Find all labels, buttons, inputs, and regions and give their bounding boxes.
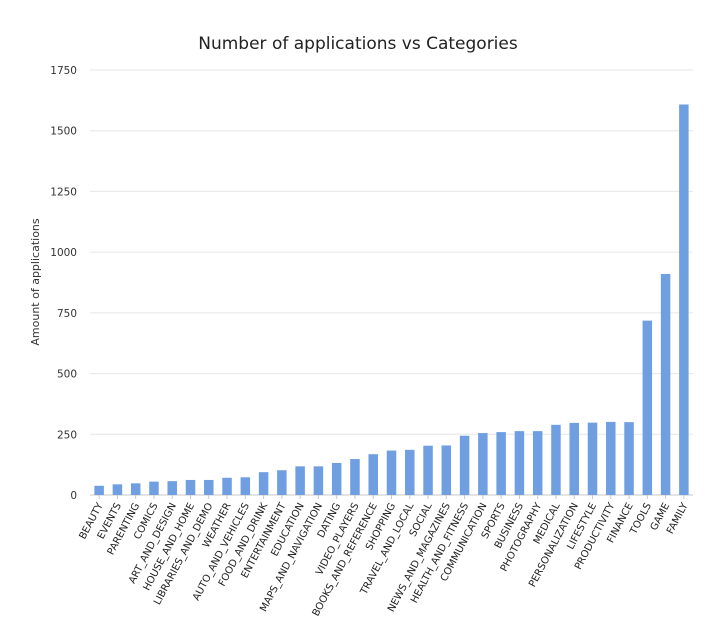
bar (167, 481, 177, 495)
bar (295, 466, 305, 495)
y-tick-label: 1000 (50, 247, 77, 259)
bar (386, 450, 397, 495)
bar (313, 466, 324, 495)
grid-lines (90, 69, 693, 496)
bar (551, 424, 561, 495)
bar (532, 431, 543, 495)
bar (514, 431, 525, 495)
bar (331, 462, 342, 495)
bar (94, 485, 104, 495)
bar (185, 479, 196, 495)
y-tick-label: 1750 (50, 65, 77, 77)
bar (642, 320, 653, 495)
bar (204, 479, 214, 495)
bar (222, 477, 232, 495)
bar (240, 477, 251, 495)
bars (94, 104, 689, 495)
y-tick-label: 1500 (50, 126, 77, 138)
bar (112, 484, 123, 495)
bar (405, 449, 415, 495)
bar (149, 481, 159, 495)
y-tick-label: 250 (57, 429, 77, 441)
bar (587, 422, 598, 495)
bar (569, 422, 579, 495)
bar (478, 433, 488, 495)
y-tick-label: 1250 (50, 186, 77, 198)
bar (496, 432, 506, 495)
bar (277, 470, 287, 495)
bar (441, 445, 452, 495)
bar (368, 454, 378, 495)
chart-title: Number of applications vs Categories (198, 34, 518, 54)
bar (423, 445, 433, 495)
y-tick-label: 500 (57, 369, 77, 381)
bar (459, 435, 470, 495)
bar (624, 422, 634, 495)
x-tick-labels: BEAUTYEVENTSPARENTINGCOMICSART_AND_DESIG… (77, 495, 691, 618)
bar (258, 472, 269, 495)
y-axis-label: Amount of applications (29, 218, 42, 345)
y-tick-labels: 0 250 500 750 1000 1250 1500 1750 (50, 65, 77, 502)
y-tick-label: 750 (57, 308, 77, 320)
bar (606, 421, 616, 495)
bar (660, 274, 671, 495)
y-tick-label: 0 (70, 490, 77, 502)
bar (350, 459, 360, 495)
bar (130, 483, 141, 495)
bar (679, 104, 689, 495)
